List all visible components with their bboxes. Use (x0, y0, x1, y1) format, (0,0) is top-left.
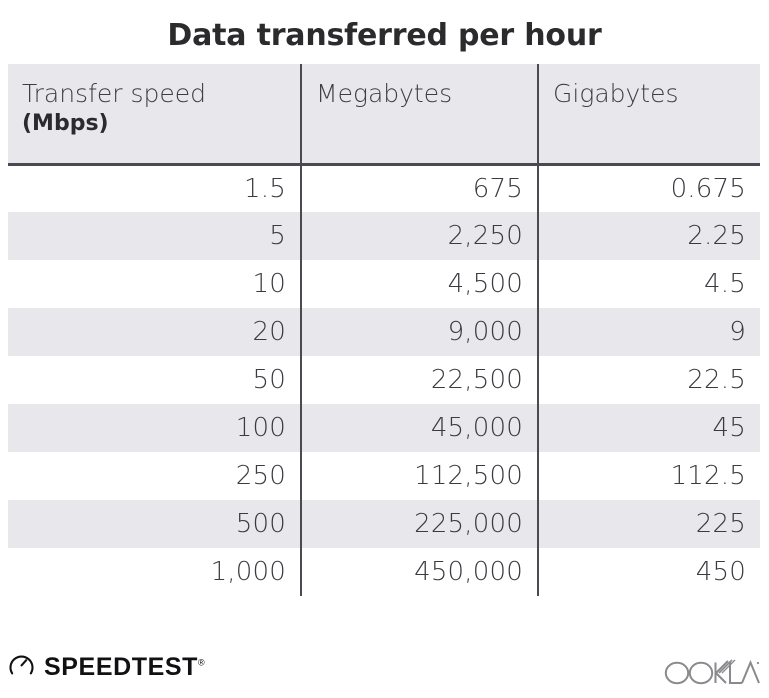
cell-gigabytes: 0.675 (537, 164, 760, 212)
cell-megabytes: 675 (300, 164, 538, 212)
table-row: 500 225,000 225 (8, 500, 760, 548)
cell-transfer-speed: 500 (8, 500, 301, 548)
cell-megabytes: 9,000 (300, 308, 538, 356)
cell-transfer-speed: 100 (8, 404, 301, 452)
cell-megabytes: 2,250 (300, 212, 538, 260)
column-header-gigabytes: Gigabytes (537, 64, 760, 166)
speedtest-logo: SPEEDTEST® (8, 651, 205, 683)
speedtest-wordmark-text: SPEEDTEST (44, 652, 199, 681)
cell-gigabytes: 225 (537, 500, 760, 548)
table-row: 250 112,500 112.5 (8, 452, 760, 500)
cell-megabytes: 112,500 (300, 452, 538, 500)
cell-megabytes: 45,000 (300, 404, 538, 452)
cell-transfer-speed: 50 (252, 365, 286, 395)
cell-gigabytes: 45 (537, 404, 760, 452)
column-header-transfer-speed: Transfer speed (Mbps) (8, 64, 301, 166)
cell-transfer-speed: 1.5 (244, 173, 286, 204)
data-table-container: Transfer speed (Mbps) Megabytes Gigabyte… (8, 64, 760, 596)
data-table: Transfer speed (Mbps) Megabytes Gigabyte… (8, 64, 760, 596)
cell-transfer-speed: 250 (235, 461, 286, 491)
cell-transfer-speed: 10 (252, 269, 286, 299)
cell-transfer-speed: 1,000 (210, 557, 286, 587)
footer: SPEEDTEST® (0, 645, 769, 698)
cell-transfer-speed: 5 (8, 212, 301, 260)
table-header: Transfer speed (Mbps) Megabytes Gigabyte… (8, 64, 760, 166)
cell-gigabytes: 450 (537, 548, 760, 596)
cell-megabytes: 450,000 (300, 548, 538, 596)
table-body: 1.5 675 0.675 5 2,250 2.25 10 4,500 4.5 … (8, 164, 760, 596)
column-header-gigabytes-label: Gigabytes (553, 79, 679, 108)
ookla-logo (664, 653, 760, 687)
cell-transfer-speed: 20 (8, 308, 301, 356)
cell-megabytes: 225,000 (300, 500, 538, 548)
column-header-transfer-speed-unit: (Mbps) (22, 111, 109, 136)
table-row: 1,000 450,000 450 (8, 548, 760, 596)
cell-gigabytes: 4.5 (537, 260, 760, 308)
cell-megabytes: 4,500 (300, 260, 538, 308)
table-row: 5 2,250 2.25 (8, 212, 760, 260)
table-row: 50 22,500 22.5 (8, 356, 760, 404)
table-header-row: Transfer speed (Mbps) Megabytes Gigabyte… (8, 64, 760, 166)
cell-gigabytes: 112.5 (537, 452, 760, 500)
column-header-megabytes: Megabytes (300, 64, 538, 166)
cell-gigabytes: 9 (537, 308, 760, 356)
speedometer-icon (8, 651, 35, 683)
table-row: 100 45,000 45 (8, 404, 760, 452)
table-row: 20 9,000 9 (8, 308, 760, 356)
page-title: Data transferred per hour (167, 18, 602, 53)
cell-gigabytes: 2.25 (537, 212, 760, 260)
table-row: 1.5 675 0.675 (8, 164, 760, 212)
column-header-transfer-speed-line1: Transfer speed (22, 79, 206, 108)
ookla-wordmark-graphic (664, 659, 760, 685)
cell-megabytes: 22,500 (300, 356, 538, 404)
speedtest-wordmark: SPEEDTEST® (44, 652, 205, 681)
cell-gigabytes: 22.5 (537, 356, 760, 404)
speedtest-registered-mark: ® (198, 657, 205, 668)
table-row: 10 4,500 4.5 (8, 260, 760, 308)
column-header-megabytes-label: Megabytes (316, 79, 453, 108)
